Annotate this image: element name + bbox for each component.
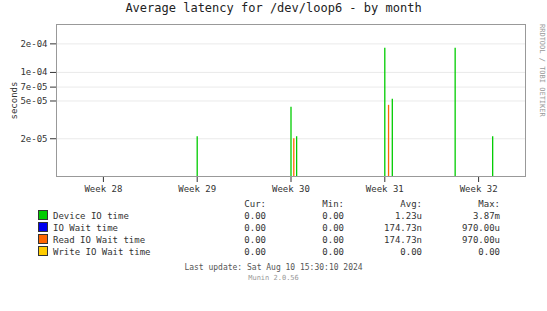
svg-text:Week 30: Week 30 <box>272 184 310 194</box>
html-text:970.00u: 970.00u <box>462 223 500 233</box>
html-text:0.00: 0.00 <box>244 235 266 245</box>
html-text:970.00u: 970.00u <box>462 235 500 245</box>
html-text:0.00: 0.00 <box>400 247 422 257</box>
html-text:0.00: 0.00 <box>322 223 344 233</box>
html-text:Device IO time: Device IO time <box>53 211 129 221</box>
html-text:Last update: Sat Aug 10 15:30:: Last update: Sat Aug 10 15:30:10 2024 <box>184 263 363 272</box>
svg-text:seconds: seconds <box>9 82 19 120</box>
svg-text:Week 31: Week 31 <box>366 184 404 194</box>
html-text:Cur:: Cur: <box>244 199 266 209</box>
html-text:Write IO Wait time: Write IO Wait time <box>53 247 151 257</box>
html-text:3.87m: 3.87m <box>472 211 500 221</box>
html-text:Max:: Max: <box>478 199 500 209</box>
svg-text:7e-05: 7e-05 <box>20 82 47 92</box>
html-text:Average latency for /dev/loop6: Average latency for /dev/loop6 - by mont… <box>125 1 422 15</box>
svg-text:5e-05: 5e-05 <box>20 96 47 106</box>
html-text:Avg:: Avg: <box>400 199 422 209</box>
html-text:0.00: 0.00 <box>478 247 500 257</box>
svg-text:Week 28: Week 28 <box>84 184 122 194</box>
html-text:0.00: 0.00 <box>244 247 266 257</box>
html-text:0.00: 0.00 <box>244 211 266 221</box>
svg-text:2e-05: 2e-05 <box>20 134 47 144</box>
html-text:0.00: 0.00 <box>244 223 266 233</box>
html-text:Read IO Wait time: Read IO Wait time <box>53 235 146 245</box>
html-text:Munin 2.0.56: Munin 2.0.56 <box>248 274 299 282</box>
html-text:174.73n: 174.73n <box>384 223 422 233</box>
svg-text:Week 29: Week 29 <box>178 184 216 194</box>
html-text:0.00: 0.00 <box>322 235 344 245</box>
svg-text:2e-04: 2e-04 <box>20 39 47 49</box>
svg-text:1e-04: 1e-04 <box>20 67 47 77</box>
html-text:0.00: 0.00 <box>322 211 344 221</box>
html-text:0.00: 0.00 <box>322 247 344 257</box>
html-text:1.23u: 1.23u <box>394 211 422 221</box>
html-text:RRDTOOL / TOBI OETIKER: RRDTOOL / TOBI OETIKER <box>538 24 546 117</box>
html-text:Min:: Min: <box>322 199 344 209</box>
html-text:IO Wait time: IO Wait time <box>53 223 118 233</box>
html-text:174.73n: 174.73n <box>384 235 422 245</box>
svg-text:Week 32: Week 32 <box>460 184 498 194</box>
